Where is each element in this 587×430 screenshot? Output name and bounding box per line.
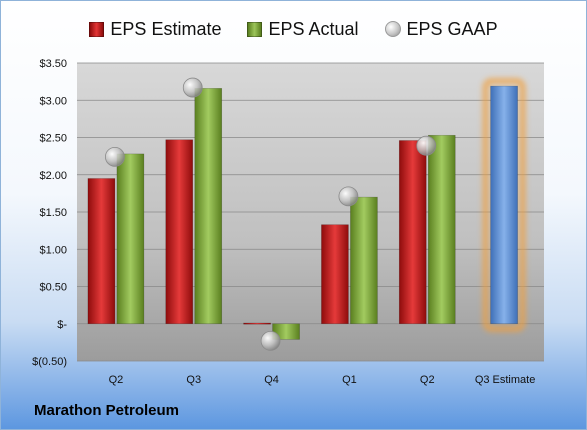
bar-eps-actual: [350, 196, 378, 325]
legend-item-eps-actual: EPS Actual: [247, 18, 359, 40]
y-tick-label: $3.00: [39, 95, 67, 107]
bar-eps-estimate: [165, 139, 194, 325]
marker-eps-gaap: [338, 186, 359, 207]
x-tick-label: Q2: [420, 374, 435, 386]
y-tick-label: $-: [57, 319, 67, 331]
bar-eps-actual: [116, 153, 145, 325]
y-tick-label: $1.00: [39, 244, 67, 256]
marker-eps-gaap: [105, 146, 125, 167]
marker-eps-gaap: [182, 77, 203, 98]
x-tick-label: Q3: [186, 374, 201, 386]
marker-eps-gaap: [260, 330, 281, 351]
legend-item-eps-gaap: EPS GAAP: [384, 18, 498, 40]
bar-eps-estimate: [398, 140, 427, 325]
x-tick-label: Q4: [264, 374, 279, 386]
y-tick-label: $2.50: [39, 133, 67, 145]
y-tick-label: $0.50: [39, 282, 67, 294]
bar-eps-actual: [194, 88, 223, 325]
chart-legend: EPS Estimate EPS Actual EPS GAAP: [1, 15, 586, 43]
legend-label-eps-actual: EPS Actual: [268, 18, 359, 39]
bar-eps-estimate-forward: [490, 85, 518, 325]
bar-eps-estimate: [243, 322, 271, 325]
estimate-highlight: [482, 78, 526, 332]
marker-eps-gaap: [416, 135, 437, 156]
y-tick-label: $2.00: [39, 170, 67, 182]
bar-eps-estimate: [87, 178, 116, 325]
y-tick-label: $3.50: [39, 58, 67, 70]
y-tick-label: $1.50: [39, 207, 67, 219]
legend-marker-eps-gaap: [384, 21, 401, 37]
bar-eps-actual: [427, 134, 456, 325]
bar-eps-estimate: [321, 224, 349, 325]
x-tick-label: Q2: [109, 374, 124, 386]
legend-label-eps-gaap: EPS GAAP: [406, 18, 498, 39]
legend-swatch-eps-actual: [247, 21, 263, 37]
x-tick-label: Q3 Estimate: [475, 374, 536, 386]
legend-label-eps-estimate: EPS Estimate: [110, 18, 222, 39]
x-tick-label: Q1: [342, 374, 357, 386]
legend-swatch-eps-estimate: [89, 21, 105, 37]
legend-item-eps-estimate: EPS Estimate: [89, 19, 221, 40]
y-tick-label: $(0.50): [32, 356, 67, 368]
company-name: Marathon Petroleum: [34, 402, 180, 419]
